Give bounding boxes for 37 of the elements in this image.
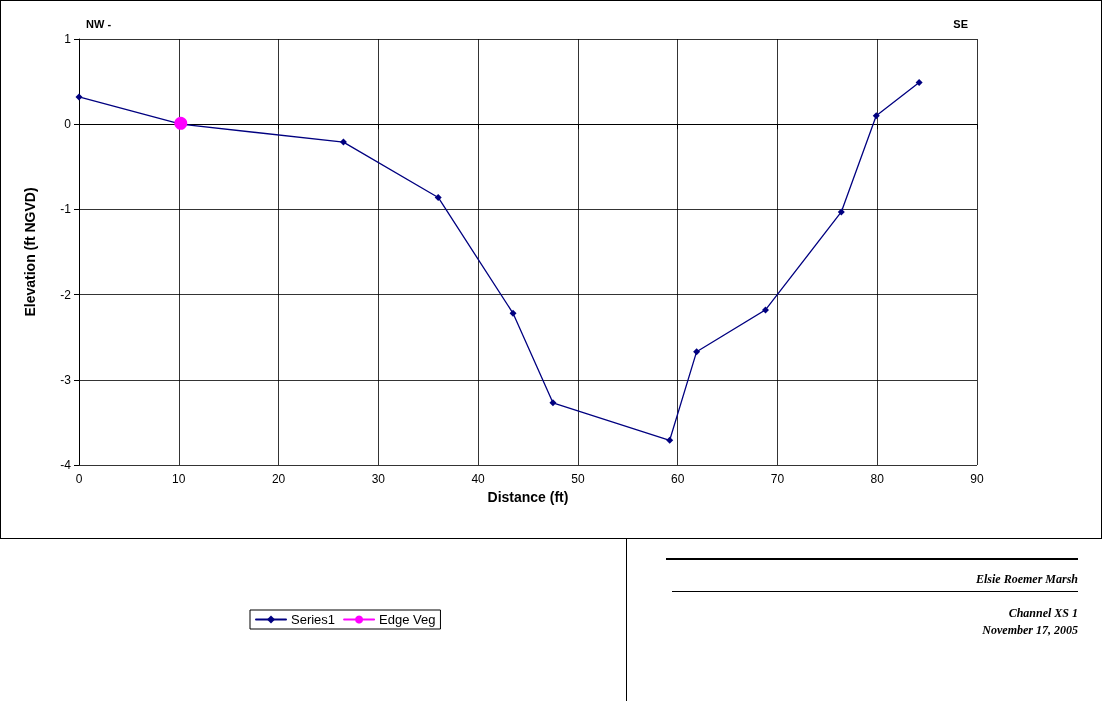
x-tick-label: 70 [770,472,785,486]
point [434,193,442,201]
y-tick-label: -3 [60,372,72,387]
point [75,93,83,101]
x-tick-label: 80 [870,472,885,486]
x-axis-title: Distance (ft) [487,488,569,505]
x-tick-label: 40 [471,472,486,486]
x-tick-label: 30 [371,472,386,486]
point [915,78,923,86]
y-tick-label: 0 [64,117,72,132]
point [174,116,188,130]
y-tick-label: 1 [64,32,72,46]
point [837,208,845,216]
text: SE [953,18,968,30]
point [666,436,674,444]
point [549,399,557,407]
legend-label: Edge Veg [379,612,436,627]
x-tick-label: 60 [670,472,685,486]
text: November 17, 2005 [981,623,1078,638]
x-tick-label: 10 [172,472,186,486]
text: NW - [86,18,112,30]
text: Elsie Roemer Marsh [975,572,1078,587]
x-tick-label: 50 [571,472,585,486]
y-axis-title: Elevation (ft NGVD) [22,187,38,317]
text: Channel XS 1 [1007,606,1078,621]
x-tick-label: 20 [271,472,286,486]
point [693,348,701,356]
point [509,309,517,317]
point [339,138,347,146]
y-tick-label: -2 [60,287,72,302]
legend-label: Series1 [291,612,336,627]
y-tick-label: -4 [60,458,72,472]
point [872,112,880,120]
y-tick-label: -1 [60,202,72,217]
x-tick-label: 90 [970,472,984,486]
x-tick-label: 0 [75,472,83,486]
point [761,306,769,314]
